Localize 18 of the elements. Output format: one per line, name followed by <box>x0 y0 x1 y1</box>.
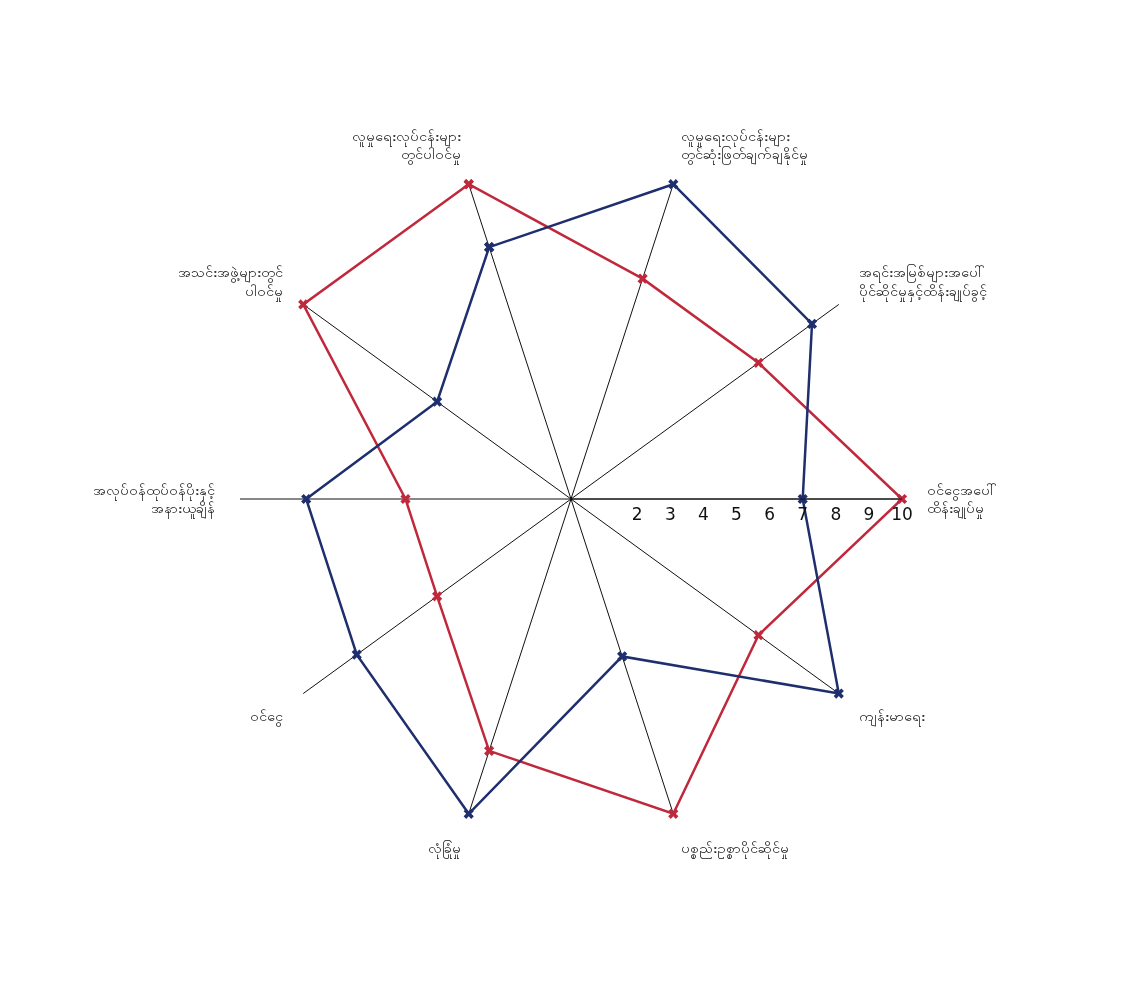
spoke-label: လူမှုရေးလုပ်ငန်းများ တွင်ပါဝင်မှု <box>351 128 461 166</box>
y-tick-label: 6 <box>764 503 776 524</box>
spoke-label: အသင်းအဖွဲ့များတွင် ပါဝင်မှု <box>177 264 283 302</box>
y-tick-label: 5 <box>731 503 742 524</box>
y-tick-label: 3 <box>664 503 676 524</box>
spoke-label: ဝင်ငွေ <box>249 707 283 727</box>
y-tick-label: 2 <box>631 503 643 524</box>
spoke-label: လူမှုရေးလုပ်ငန်းများ တွင်ဆုံးဖြတ်ချက်ချနိုင်မှု <box>681 128 809 166</box>
y-tick-label: 4 <box>697 503 709 524</box>
spoke-label: အလုပ်ဝန်ထုပ်ဝန်ပိုးနှင့် အနားယူချိန် <box>92 481 215 519</box>
spoke-label: အရင်းအမြစ်များအပေါ် ပိုင်ဆိုင်မှုနှင့်ထိန်းချုပ်ခွင့် <box>859 264 988 302</box>
y-tick-label: 9 <box>863 503 875 524</box>
spoke-label: ကျန်းမာရေး <box>859 707 926 727</box>
spoke-label: လုံခြုံမှု <box>427 839 461 859</box>
y-tick-label: 10 <box>891 503 913 524</box>
y-tick-label: 8 <box>830 503 842 524</box>
spoke-label: ပစ္စည်းဥစ္စာပိုင်ဆိုင်မှု <box>681 839 790 859</box>
spoke-label: ဝင်ငွေအပေါ် ထိန်းချုပ်မှု <box>927 481 998 519</box>
